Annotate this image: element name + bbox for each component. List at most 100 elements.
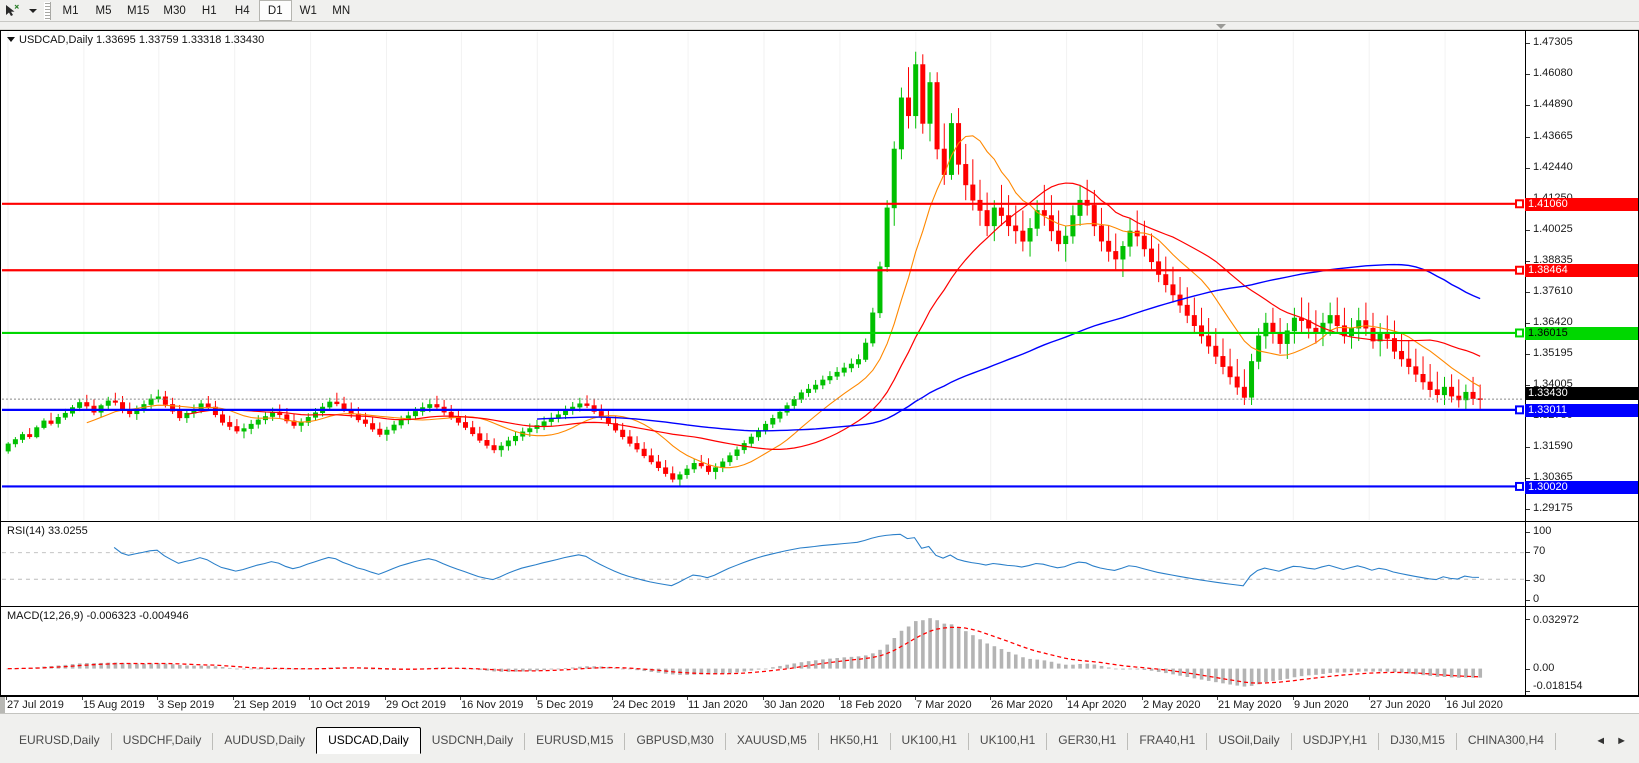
price-level-tag-resistance-1[interactable]: 1.41060 xyxy=(1525,197,1638,211)
rsi-plot[interactable] xyxy=(2,523,1524,605)
price-axis-label: 1.38835 xyxy=(1533,253,1573,266)
rsi-axis-label: 100 xyxy=(1533,525,1552,537)
toolbar-grip[interactable] xyxy=(44,1,51,20)
timeframe-h4[interactable]: H4 xyxy=(234,5,250,17)
timeframe-m15[interactable]: M15 xyxy=(127,5,150,17)
rsi-axis[interactable]: 100 70 30 0 xyxy=(1525,522,1638,606)
time-axis-label: 5 Dec 2019 xyxy=(537,699,594,711)
time-axis-tick xyxy=(536,697,537,700)
chart-tab-xauusd-m5[interactable]: XAUUSD,M5 xyxy=(736,733,807,747)
time-axis-label: 27 Jul 2019 xyxy=(7,699,64,711)
macd-axis-label: -0.018154 xyxy=(1533,680,1583,692)
time-axis-label: 21 May 2020 xyxy=(1218,699,1282,711)
price-axis-tick xyxy=(1526,384,1530,386)
time-axis[interactable]: 27 Jul 2019 15 Aug 2019 3 Sep 2019 21 Sep 2… xyxy=(0,696,1639,713)
time-axis-label: 29 Oct 2019 xyxy=(386,699,446,711)
crosshair-cursor-icon[interactable] xyxy=(0,1,26,21)
price-axis-label: 1.43665 xyxy=(1533,129,1573,142)
time-axis-label: 9 Jun 2020 xyxy=(1294,699,1349,711)
tab-divider xyxy=(212,733,214,750)
timeframe-d1[interactable]: D1 xyxy=(258,0,292,21)
timeframe-m30[interactable]: M30 xyxy=(163,5,186,17)
timeframe-m1[interactable]: M1 xyxy=(62,5,79,17)
chart-scroll-strip[interactable] xyxy=(0,22,1639,30)
chart-tab-dj30-m15[interactable]: DJ30,M15 xyxy=(1390,733,1445,747)
chart-tab-uk100-h1[interactable]: UK100,H1 xyxy=(901,733,957,747)
chart-tab-fra40-h1[interactable]: FRA40,H1 xyxy=(1139,733,1196,747)
timeframe-h1[interactable]: H1 xyxy=(201,5,217,17)
price-level-tag-support-1[interactable]: 1.33011 xyxy=(1525,404,1638,418)
chart-tab-audusd-daily[interactable]: AUDUSD,Daily xyxy=(224,733,306,747)
macd-pane[interactable]: MACD(12,26,9) -0.006323 -0.004946 0.0329… xyxy=(0,606,1639,696)
price-level-tag-support-2[interactable]: 1.30020 xyxy=(1525,481,1638,495)
macd-axis[interactable]: 0.032972 0.00 -0.018154 xyxy=(1525,607,1638,695)
timeframe-w1[interactable]: W1 xyxy=(299,5,317,17)
time-axis-tick xyxy=(157,697,158,700)
time-axis-tick xyxy=(233,697,234,700)
macd-plot[interactable] xyxy=(2,608,1524,694)
chart-area: USDCAD,Daily 1.33695 1.33759 1.33318 1.3… xyxy=(0,22,1639,713)
scroll-handle-icon[interactable] xyxy=(1216,24,1226,29)
price-axis-label: 1.36420 xyxy=(1533,315,1573,328)
time-axis-label: 10 Oct 2019 xyxy=(310,699,370,711)
chart-tab-eurusd-daily[interactable]: EURUSD,Daily xyxy=(19,733,100,747)
chart-tab-usdcad-daily[interactable]: USDCAD,Daily xyxy=(316,727,421,754)
price-axis-label: 1.29175 xyxy=(1533,502,1573,514)
rsi-pane[interactable]: RSI(14) 33.0255 100 70 30 0 xyxy=(0,521,1639,607)
time-axis-tick xyxy=(763,697,764,700)
triangle-down-icon[interactable] xyxy=(7,36,15,42)
tab-divider xyxy=(1455,733,1457,750)
price-axis-tick xyxy=(1526,322,1530,324)
price-level-tag-resistance-2[interactable]: 1.38464 xyxy=(1525,264,1638,278)
time-axis-edge xyxy=(0,697,5,713)
tab-divider xyxy=(524,733,526,750)
time-axis-label: 18 Feb 2020 xyxy=(840,699,902,711)
price-axis-label: 1.30365 xyxy=(1533,471,1573,484)
timeframe-mn[interactable]: MN xyxy=(332,5,351,17)
chart-tab-usoil-daily[interactable]: USOil,Daily xyxy=(1218,733,1280,747)
tab-divider xyxy=(817,733,819,750)
time-axis-tick xyxy=(612,697,613,700)
chart-tab-usdcnh-daily[interactable]: USDCNH,Daily xyxy=(431,733,514,747)
macd-axis-label: 0.032972 xyxy=(1533,614,1579,626)
chart-tab-usdchf-daily[interactable]: USDCHF,Daily xyxy=(122,733,202,747)
price-plot[interactable] xyxy=(2,32,1524,520)
time-axis-label: 2 May 2020 xyxy=(1143,699,1201,711)
tab-divider xyxy=(624,733,626,750)
timeframe-buttons: M1 M5 M15 M30 H1 H4 D1 W1 MN xyxy=(54,0,358,21)
chart-tab-eurusd-m15[interactable]: EURUSD,M15 xyxy=(536,733,614,747)
chart-tab-hk50-h1[interactable]: HK50,H1 xyxy=(829,733,879,747)
price-axis-tick xyxy=(1526,136,1530,138)
time-axis-tick xyxy=(990,697,991,700)
time-axis-tick xyxy=(1293,697,1294,700)
tab-next-icon[interactable]: ► xyxy=(1616,734,1627,747)
price-level-tag-pivot[interactable]: 1.36015 xyxy=(1525,327,1638,341)
time-axis-tick xyxy=(1066,697,1067,700)
chart-tab-usdjpy-h1[interactable]: USDJPY,H1 xyxy=(1302,733,1368,747)
time-axis-tick xyxy=(1369,697,1370,700)
time-axis-tick xyxy=(6,697,7,700)
chart-tab-ger30-h1[interactable]: GER30,H1 xyxy=(1058,733,1117,747)
rsi-axis-tick xyxy=(1526,579,1530,581)
price-axis[interactable]: 1.473051.460801.448901.436651.424401.412… xyxy=(1525,31,1638,521)
time-axis-tick xyxy=(1445,697,1446,700)
tab-prev-icon[interactable]: ◄ xyxy=(1595,734,1607,747)
macd-axis-tick xyxy=(1526,619,1530,620)
chart-tab-gbpusd-m30[interactable]: GBPUSD,M30 xyxy=(636,733,714,747)
time-axis-tick xyxy=(839,697,840,700)
time-axis-label: 7 Mar 2020 xyxy=(916,699,972,711)
chart-tab-uk100-h1[interactable]: UK100,H1 xyxy=(979,733,1036,747)
timeframe-m5[interactable]: M5 xyxy=(95,5,112,17)
price-pane[interactable]: USDCAD,Daily 1.33695 1.33759 1.33318 1.3… xyxy=(0,30,1639,522)
time-axis-tick xyxy=(915,697,916,700)
chevron-down-icon[interactable] xyxy=(26,1,40,21)
tab-divider xyxy=(1127,733,1129,750)
tab-divider xyxy=(110,733,112,750)
price-axis-tick xyxy=(1526,478,1530,480)
time-axis-label: 30 Jan 2020 xyxy=(764,699,825,711)
time-axis-tick xyxy=(460,697,461,700)
price-axis-tick xyxy=(1526,446,1530,448)
chart-tab-china300-h4[interactable]: CHINA300,H4 xyxy=(1467,733,1544,747)
time-axis-tick xyxy=(385,697,386,700)
